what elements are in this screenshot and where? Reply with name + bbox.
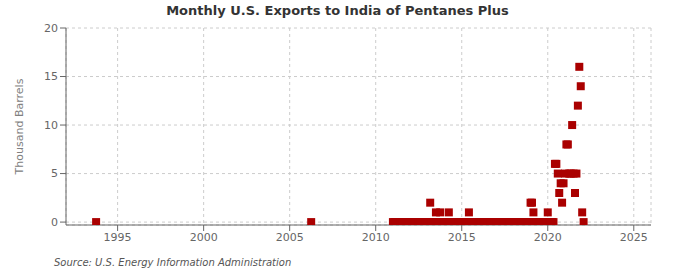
svg-text:10: 10 — [44, 119, 58, 132]
svg-text:0: 0 — [51, 216, 58, 229]
svg-text:2005: 2005 — [276, 231, 304, 244]
svg-text:2025: 2025 — [620, 231, 648, 244]
html-text:Source: U.S. Energy Informatio: Source: U.S. Energy Information Administ… — [54, 257, 292, 268]
svg-text:Thousand Barrels: Thousand Barrels — [13, 78, 26, 175]
svg-text:2010: 2010 — [362, 231, 390, 244]
svg-text:15: 15 — [44, 70, 58, 83]
svg-text:2000: 2000 — [190, 231, 218, 244]
svg-text:20: 20 — [44, 22, 58, 35]
html-text:Monthly U.S. Exports to India: Monthly U.S. Exports to India of Pentane… — [166, 3, 509, 18]
svg-text:2015: 2015 — [448, 231, 476, 244]
svg-text:2020: 2020 — [534, 231, 562, 244]
svg-text:5: 5 — [51, 167, 58, 180]
svg-text:1995: 1995 — [104, 231, 132, 244]
